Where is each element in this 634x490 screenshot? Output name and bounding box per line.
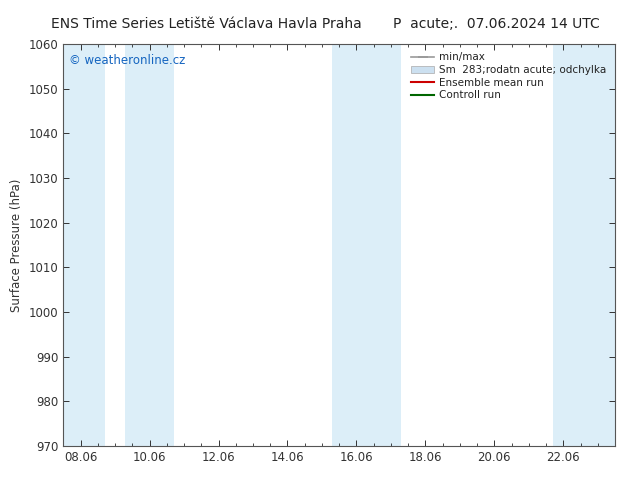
- Bar: [553, 44, 615, 446]
- Legend: min/max, Sm  283;rodatn acute; odchylka, Ensemble mean run, Controll run: min/max, Sm 283;rodatn acute; odchylka, …: [408, 49, 610, 103]
- Text: P  acute;.  07.06.2024 14 UTC: P acute;. 07.06.2024 14 UTC: [393, 17, 600, 31]
- Y-axis label: Surface Pressure (hPa): Surface Pressure (hPa): [10, 178, 23, 312]
- Bar: [332, 44, 401, 446]
- Bar: [63, 44, 105, 446]
- Bar: [126, 44, 174, 446]
- Text: © weatheronline.cz: © weatheronline.cz: [69, 54, 185, 67]
- Text: ENS Time Series Letiště Václava Havla Praha: ENS Time Series Letiště Václava Havla Pr…: [51, 17, 361, 31]
